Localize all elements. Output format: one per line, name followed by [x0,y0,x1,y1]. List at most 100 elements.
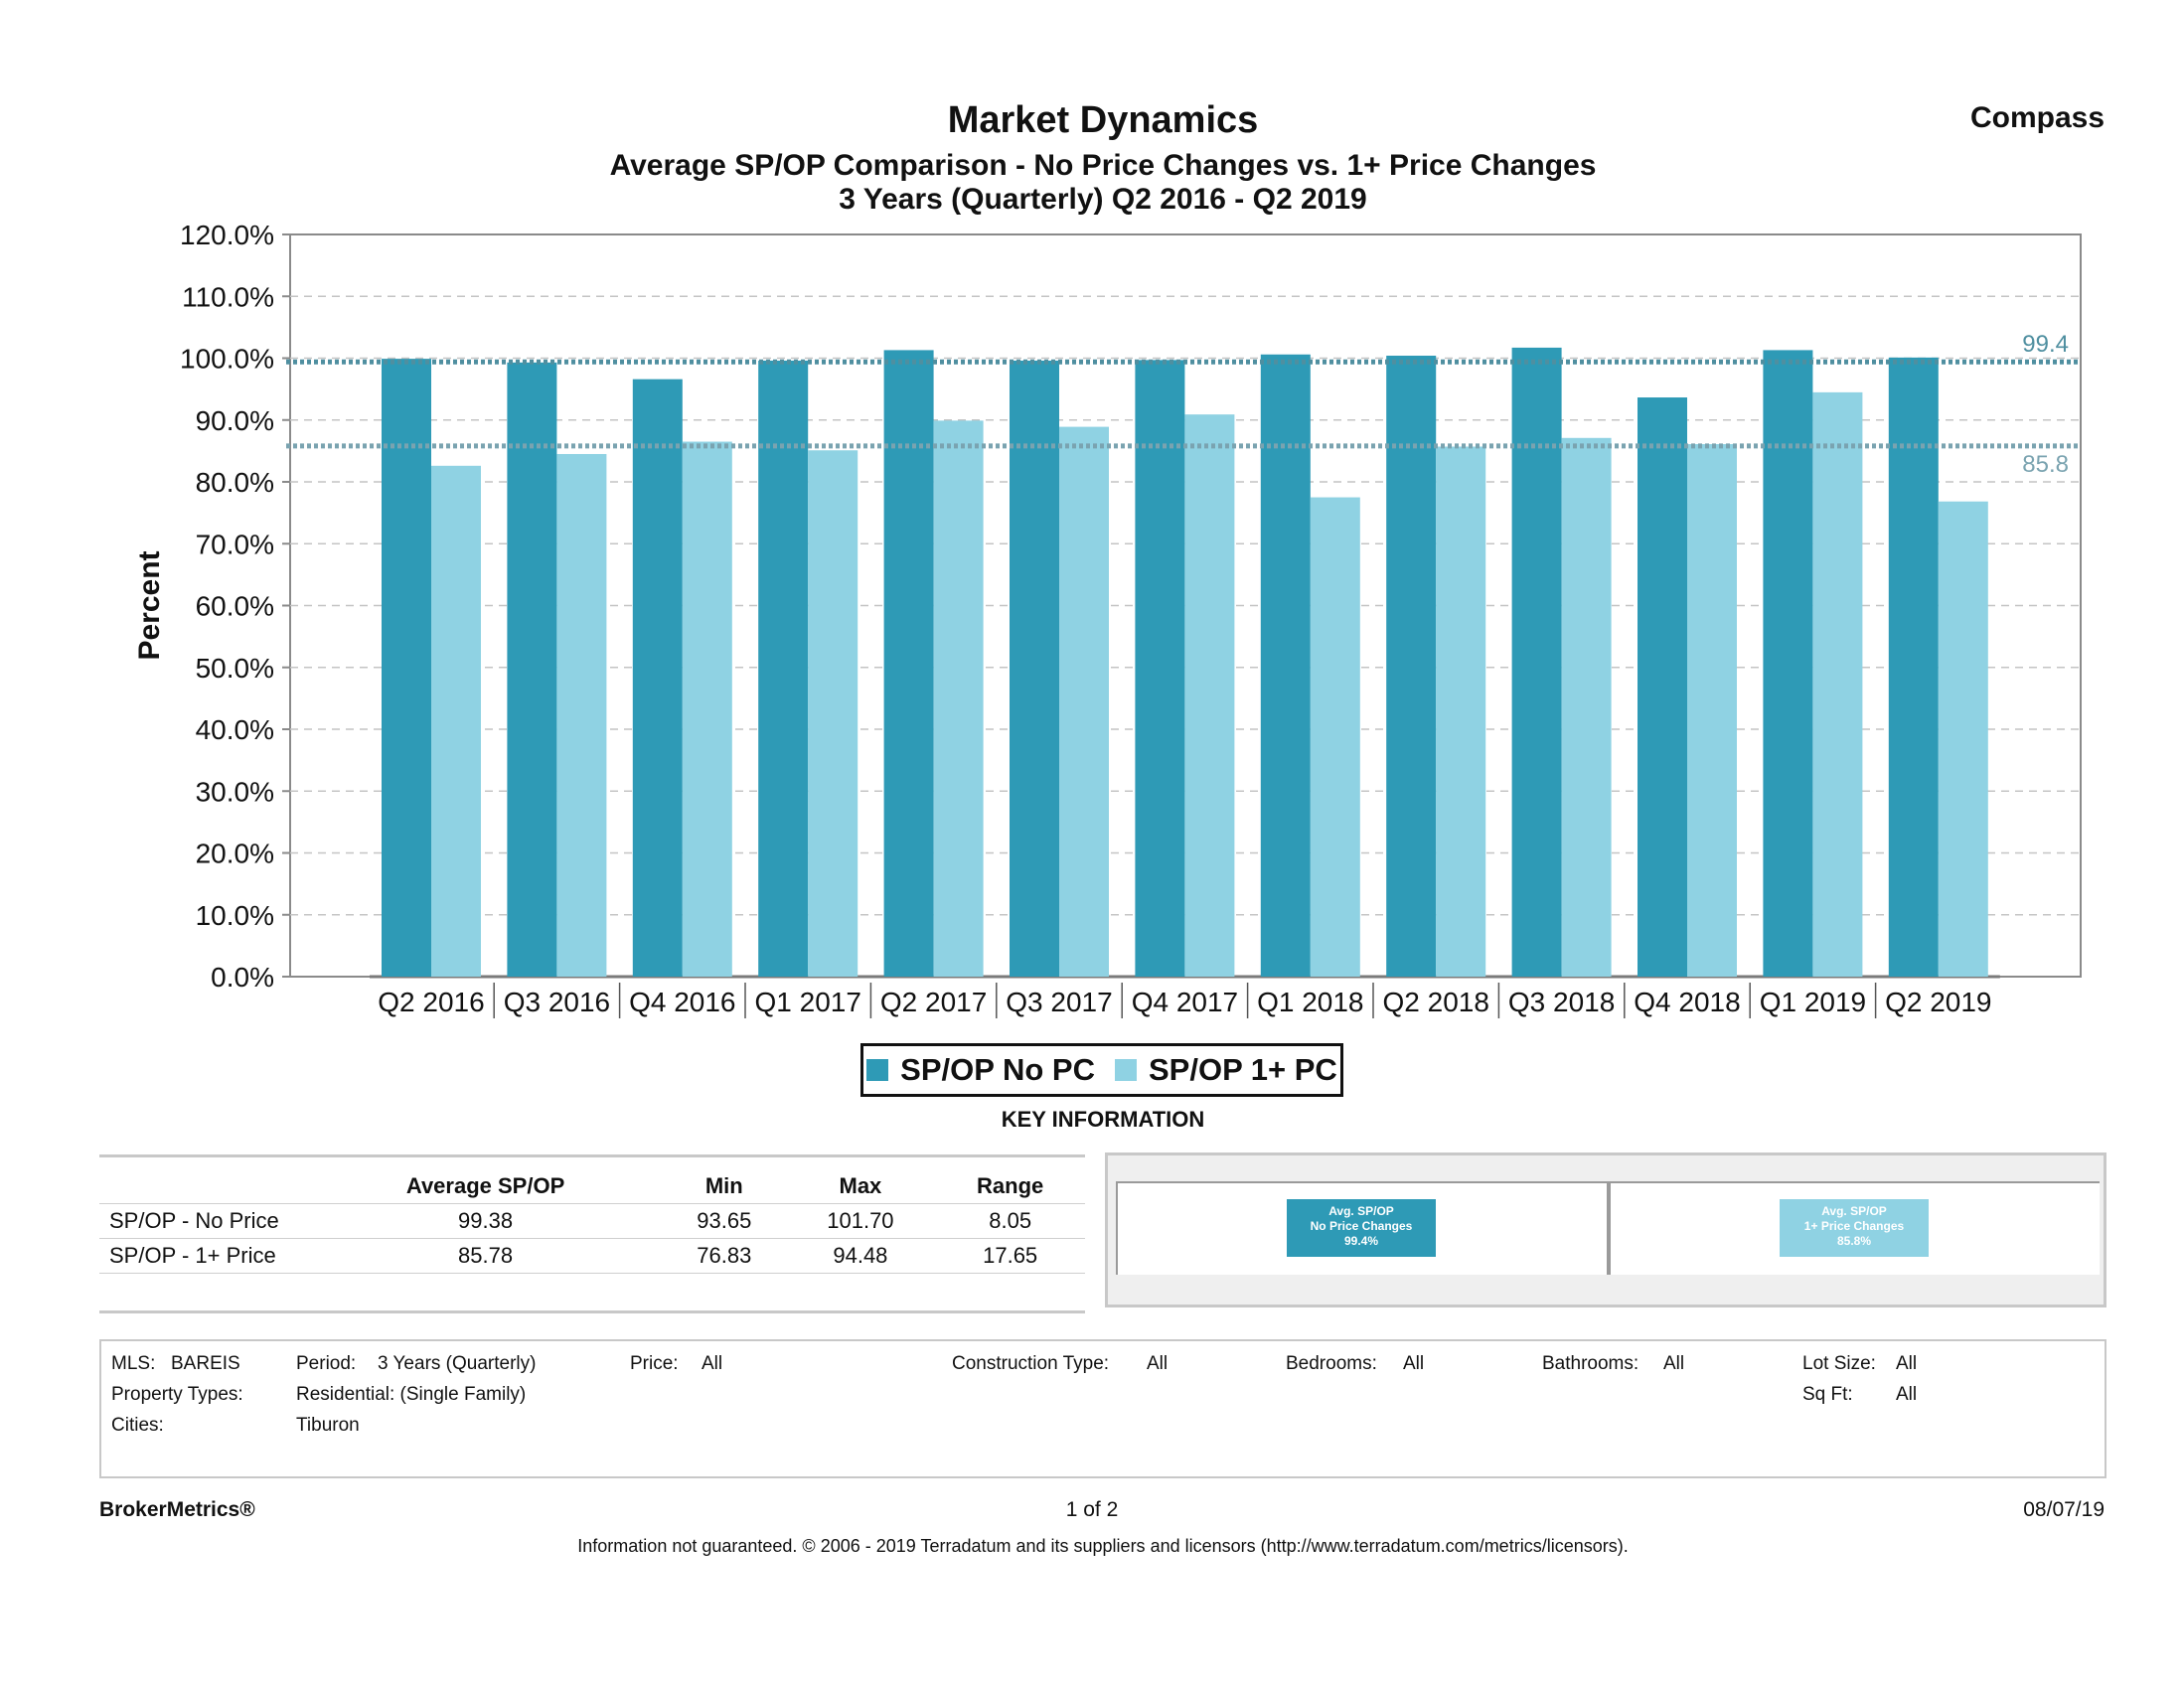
x-tick-label: Q3 2018 [1508,987,1615,1017]
brand-name: Compass [1969,101,2105,134]
table-header-blank [99,1169,308,1204]
filter-period-label: Period: [296,1353,357,1374]
bar-no-pc [1135,360,1185,977]
summary-pane-no-pc: Avg. SP/OP No Price Changes 99.4% [1116,1181,1609,1275]
bar-no-pc [758,360,809,977]
page-number: 1 of 2 [1065,1498,1119,1521]
x-tick-label: Q2 2018 [1382,987,1488,1017]
y-tick-label: 30.0% [196,776,274,807]
row-label: SP/OP - No Price [99,1203,308,1239]
y-tick-label: 60.0% [196,591,274,622]
legend-label-1plus-pc: SP/OP 1+ PC [1148,1052,1337,1087]
bar-one-plus-pc [1561,437,1612,977]
legend-swatch-1plus-pc [1114,1059,1137,1081]
x-tick-label: Q1 2018 [1257,987,1363,1017]
legend-label-no-pc: SP/OP No PC [900,1052,1095,1087]
badge-avg-no-price-changes: Avg. SP/OP No Price Changes 99.4% [1287,1199,1436,1257]
filter-lotsize-label: Lot Size: [1802,1353,1876,1374]
badge-line: 1+ Price Changes [1803,1219,1905,1233]
filter-proptypes-label: Property Types: [111,1384,243,1405]
bar-one-plus-pc [808,450,858,977]
chart-subtitle: Average SP/OP Comparison - No Price Chan… [609,149,1597,182]
bar-one-plus-pc [1812,391,1863,977]
key-information-title: KEY INFORMATION [1001,1107,1205,1132]
bar-no-pc [507,362,557,977]
badge-line: Avg. SP/OP [1328,1204,1394,1218]
y-tick-label: 110.0% [182,281,274,312]
report-date: 08/07/19 [2023,1498,2105,1521]
average-summary-panel: Avg. SP/OP No Price Changes 99.4% Avg. S… [1105,1152,2106,1307]
filter-bathrooms-value: All [1663,1353,1685,1374]
legend-swatch-no-pc [866,1059,889,1081]
badge-line: No Price Changes [1310,1219,1413,1233]
badge-value: 85.8% [1836,1234,1872,1248]
disclaimer: Information not guaranteed. © 2006 - 201… [577,1536,1629,1556]
cell-max: 94.48 [785,1238,936,1274]
x-tick-label: Q2 2019 [1885,987,1991,1017]
bar-no-pc [632,379,683,977]
bar-no-pc [1888,357,1939,977]
y-tick-label: 40.0% [196,714,274,745]
y-tick-label: 80.0% [196,467,274,498]
bar-one-plus-pc [1436,446,1486,978]
bar-no-pc [1386,356,1437,977]
x-tick-label: Q2 2016 [378,987,484,1017]
cell-min: 93.65 [663,1203,786,1239]
filter-period-value: 3 Years (Quarterly) [378,1353,537,1374]
filter-bedrooms-label: Bedrooms: [1286,1353,1377,1374]
x-tick-label: Q4 2016 [629,987,735,1017]
filter-price-value: All [702,1353,723,1374]
y-tick-label: 10.0% [196,900,274,931]
bar-one-plus-pc [556,453,607,977]
bar-no-pc [883,350,934,978]
bar-one-plus-pc [1059,426,1109,977]
filter-cities-value: Tiburon [296,1415,360,1436]
y-tick-label: 120.0% [180,220,274,250]
filter-bathrooms-label: Bathrooms: [1542,1353,1639,1374]
cell-average: 85.78 [308,1238,664,1274]
chart-legend: SP/OP No PC SP/OP 1+ PC [860,1043,1343,1097]
badge-line: Avg. SP/OP [1821,1204,1887,1218]
table-header-max: Max [785,1169,936,1204]
x-tick-label: Q3 2016 [504,987,610,1017]
table-row: SP/OP - 1+ Price 85.78 76.83 94.48 17.65 [99,1238,1085,1274]
filter-cities-label: Cities: [111,1415,164,1436]
table-header-row: Average SP/OP Min Max Range [99,1169,1085,1204]
bar-one-plus-pc [431,465,481,977]
table-header-range: Range [935,1169,1085,1204]
x-tick-label: Q3 2017 [1006,987,1112,1017]
footer-brand: BrokerMetrics® [99,1498,255,1521]
cell-min: 76.83 [663,1238,786,1274]
x-tick-label: Q1 2017 [754,987,860,1017]
legend-item-no-pc: SP/OP No PC [866,1052,1095,1088]
x-tick-label: Q4 2017 [1132,987,1238,1017]
bar-no-pc [1010,360,1059,977]
bar-no-pc [1511,347,1562,978]
bar-one-plus-pc [1687,444,1737,978]
table-header-average: Average SP/OP [308,1169,664,1204]
bar-no-pc [1260,354,1311,977]
bar-no-pc [1638,397,1687,977]
x-tick-label: Q2 2017 [880,987,987,1017]
badge-avg-1plus-price-changes: Avg. SP/OP 1+ Price Changes 85.8% [1780,1199,1929,1257]
bar-one-plus-pc [682,441,732,978]
summary-pane-1plus-pc: Avg. SP/OP 1+ Price Changes 85.8% [1609,1181,2100,1275]
filter-mls-value: BAREIS [171,1353,240,1374]
filter-construction-label: Construction Type: [952,1353,1110,1374]
filter-mls-label: MLS: [111,1353,156,1374]
y-tick-label: 90.0% [196,405,274,436]
bar-no-pc [382,359,431,977]
reference-line-label: 99.4 [2022,331,2069,358]
y-axis-label: Percent [133,550,166,660]
cell-range: 17.65 [935,1238,1085,1274]
filter-construction-value: All [1147,1353,1169,1374]
y-tick-label: 0.0% [211,962,274,993]
search-criteria-box: MLS: BAREIS Period: 3 Years (Quarterly) … [99,1339,2106,1478]
filter-lotsize-value: All [1896,1353,1918,1374]
filter-price-label: Price: [630,1353,679,1374]
row-label: SP/OP - 1+ Price [99,1238,308,1274]
key-info-table: Average SP/OP Min Max Range SP/OP - No P… [99,1154,1085,1313]
y-tick-label: 20.0% [196,839,274,869]
cell-max: 101.70 [785,1203,936,1239]
bar-one-plus-pc [1310,497,1360,977]
